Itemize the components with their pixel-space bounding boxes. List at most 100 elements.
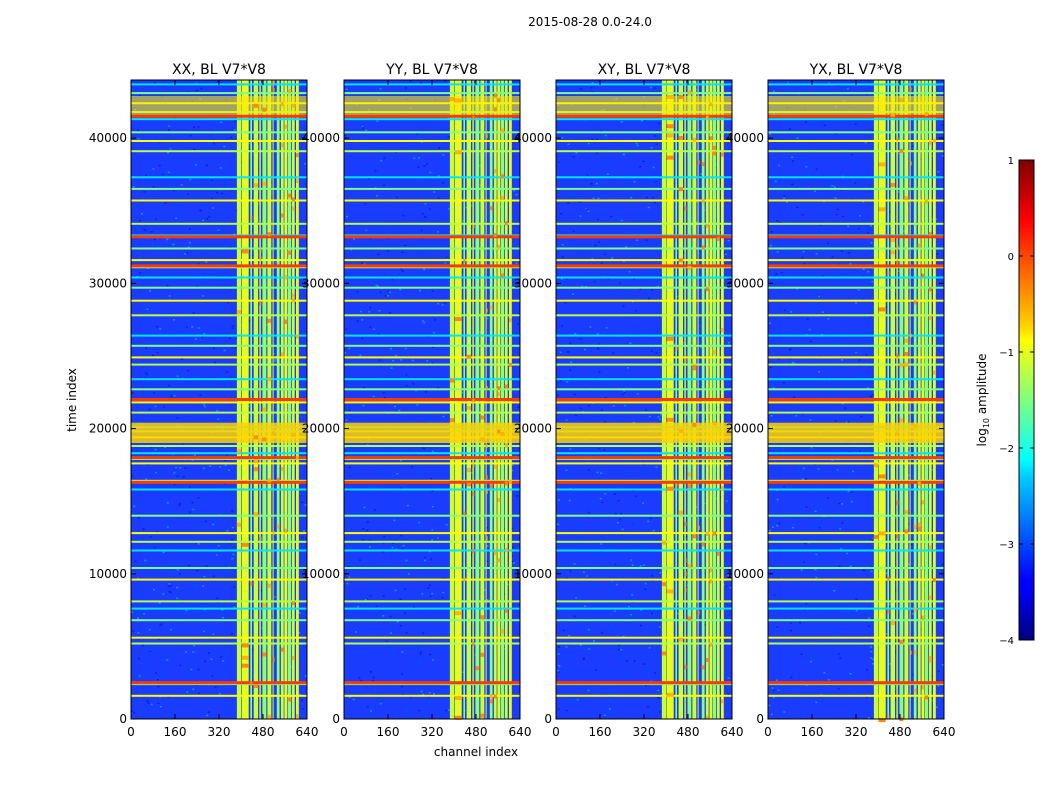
heatmap-speckle-dot — [473, 252, 476, 255]
heatmap-speckle-dot — [815, 576, 818, 579]
heatmap-speckle-dot — [235, 161, 238, 164]
heatmap-speckle-dot — [274, 596, 277, 598]
heatmap-speckle-dot — [847, 490, 850, 493]
rfi-hotspots — [449, 93, 512, 720]
colorbar-ticks: 10−1−2−3−4 — [999, 156, 1034, 647]
heatmap-speckle-dot — [776, 499, 779, 501]
heatmap-speckle-dot — [726, 510, 729, 513]
heatmap-speckle-dot — [154, 471, 157, 474]
heatmap-speckle-dot — [163, 499, 166, 502]
bright-row — [768, 607, 944, 610]
heatmap-speckle-dot — [137, 533, 140, 536]
heatmap-speckle-dot — [194, 585, 197, 588]
heatmap-speckle-dot — [208, 383, 211, 385]
heatmap-speckle-dot — [199, 209, 202, 212]
heatmap-speckle-dot — [659, 572, 662, 574]
heatmap-speckle-dot — [486, 527, 489, 529]
heatmap-speckle-dot — [392, 542, 395, 544]
heatmap-speckle-dot — [560, 213, 563, 215]
heatmap-speckle-dot — [598, 215, 601, 217]
heatmap-speckle-dot — [211, 675, 214, 677]
heatmap-speckle-dot — [800, 653, 803, 655]
bright-rows — [344, 83, 520, 697]
heatmap-speckle-dot — [776, 251, 779, 253]
colorbar-label: log10 amplitude — [975, 354, 991, 447]
heatmap-speckle-dot — [363, 147, 366, 149]
heatmap-speckle-dot — [416, 132, 419, 135]
heatmap-speckle-dot — [217, 229, 220, 231]
heatmap-speckle-dot — [393, 634, 396, 637]
heatmap-speckle-dot — [359, 354, 362, 357]
rfi-hotspot — [267, 232, 272, 237]
heatmap-speckle-dot — [823, 671, 826, 674]
heatmap-speckle-dot — [146, 373, 149, 376]
heatmap-speckle-dot — [909, 446, 912, 449]
heatmap-speckle-dot — [800, 583, 803, 585]
heatmap-speckle-dot — [725, 253, 727, 255]
heatmap-speckle-dot — [778, 284, 781, 287]
heatmap-speckle-dot — [853, 167, 855, 170]
heatmap-speckle-dot — [871, 663, 874, 665]
heatmap-speckle-dot — [787, 590, 789, 592]
bright-row — [344, 462, 520, 465]
heatmap-speckle-dot — [348, 696, 351, 698]
heatmap-speckle-dot — [773, 157, 776, 160]
rfi-hotspot — [904, 362, 909, 367]
heatmap-speckle-dot — [851, 196, 854, 198]
heatmap-speckle-dot — [589, 321, 592, 323]
heatmap-speckle-dot — [833, 186, 836, 188]
heatmap-speckle-dot — [231, 557, 234, 560]
heatmap-speckle-dot — [426, 360, 429, 362]
heatmap-speckle-dot — [511, 464, 514, 467]
heatmap-speckle-dot — [203, 383, 206, 385]
red-row — [556, 480, 732, 484]
heatmap-speckle-dot — [152, 168, 155, 170]
heatmap-speckle-dot — [383, 535, 386, 538]
heatmap-speckle-dot — [144, 559, 147, 562]
heatmap-speckle-dot — [587, 511, 590, 514]
heatmap-speckle-dot — [464, 251, 467, 253]
heatmap-speckle-dot — [614, 269, 617, 271]
bright-row — [131, 276, 307, 279]
heatmap-speckle-dot — [188, 332, 191, 334]
heatmap-speckle-dot — [221, 374, 224, 377]
heatmap-speckle-dot — [169, 585, 172, 587]
bright-row — [556, 259, 732, 262]
heatmap-speckle-dot — [240, 679, 243, 682]
rfi-hotspot — [678, 95, 683, 99]
heatmap-speckle-dot — [827, 82, 830, 85]
x-tick-label: 0 — [127, 725, 135, 739]
heatmap-speckle-dot — [639, 565, 642, 567]
heatmap-speckle-dot — [617, 630, 620, 633]
rfi-hotspot — [504, 481, 508, 486]
heatmap-speckle-dot — [609, 261, 612, 263]
heatmap-speckle-dot — [611, 418, 614, 421]
heatmap-speckle-dot — [187, 369, 190, 372]
heatmap-speckle-dot — [369, 671, 372, 673]
heatmap-speckle-dot — [420, 229, 423, 232]
heatmap-speckle-dot — [782, 633, 785, 636]
rfi-hotspot — [917, 243, 921, 248]
rfi-hotspot — [692, 534, 697, 539]
heatmap-speckle-dot — [556, 502, 559, 505]
heatmap-speckle-dot — [174, 117, 176, 119]
heatmap-speckle-dot — [838, 565, 841, 568]
heatmap-speckle-dot — [610, 215, 613, 218]
heatmap-speckle-dot — [209, 678, 212, 680]
rfi-hotspot — [913, 424, 917, 429]
heatmap-speckle-dot — [861, 372, 864, 375]
heatmap-speckle-dot — [165, 280, 168, 282]
heatmap-speckle-dot — [390, 367, 393, 369]
heatmap-speckle-dot — [682, 553, 685, 555]
heatmap-speckle-dot — [214, 134, 217, 137]
heatmap-speckle-dot — [492, 685, 495, 688]
rfi-hotspot — [449, 378, 454, 383]
heatmap-speckle-dot — [603, 352, 606, 354]
heatmap-speckle-dot — [370, 241, 372, 243]
bright-row — [768, 92, 944, 95]
heatmap-speckle-dot — [621, 528, 624, 531]
heatmap-speckle-dot — [392, 359, 395, 362]
heatmap-speckle-dot — [639, 288, 642, 290]
heatmap-speckle-dot — [156, 325, 158, 328]
heatmap-speckle-dot — [231, 526, 234, 529]
